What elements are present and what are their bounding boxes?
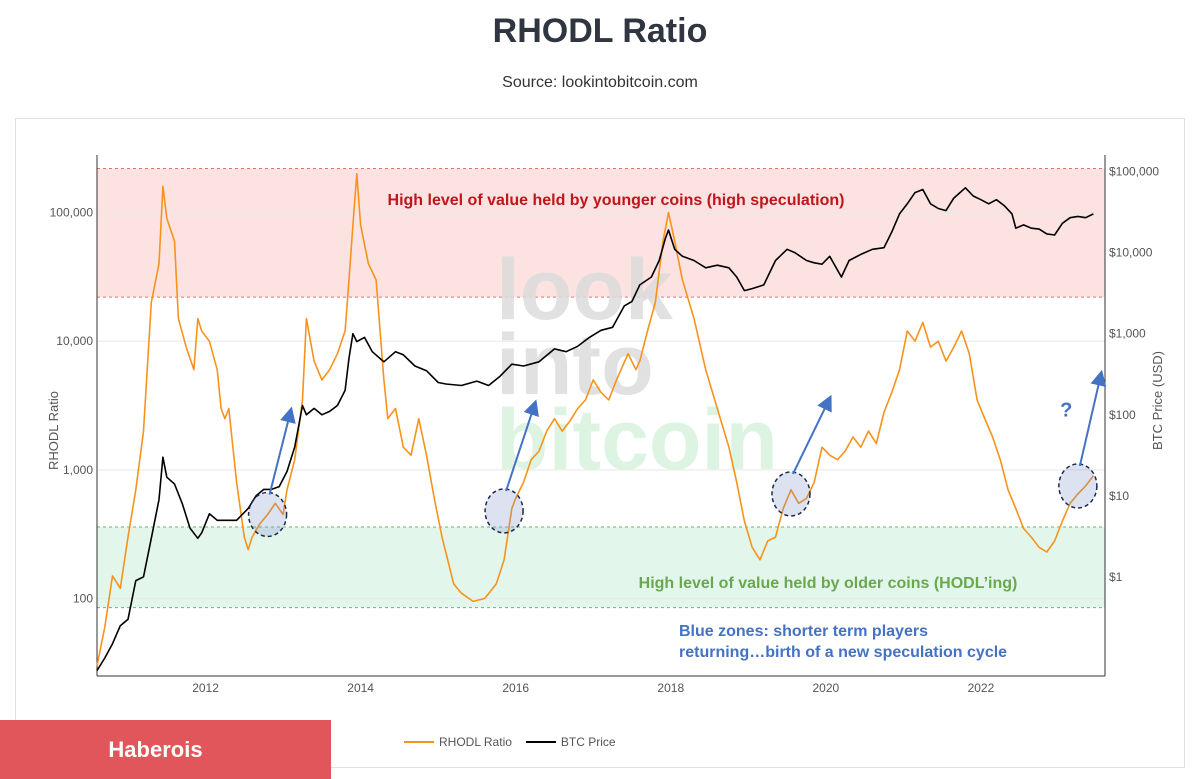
blue-zone-ellipse — [247, 491, 288, 538]
x-tick-label: 2014 — [347, 681, 374, 695]
question-mark-label: ? — [1060, 399, 1072, 421]
blue-zone-ellipse — [484, 488, 524, 534]
watermark-word: look — [496, 242, 673, 338]
x-tick-label: 2022 — [968, 681, 995, 695]
y-right-tick-label: $100,000 — [1109, 165, 1159, 179]
chart-legend: RHODL Ratio BTC Price — [404, 735, 616, 749]
zone-red — [97, 168, 1105, 298]
blue-zone-ellipse — [1058, 463, 1098, 509]
legend-item-rhodl[interactable]: RHODL Ratio — [404, 735, 512, 749]
blue-zone-label-line1: Blue zones: shorter term players — [679, 623, 928, 640]
chart-frame: look into bitcoin 2012 2014 2016 2018 2020 2022 1… — [15, 118, 1185, 768]
y-left-tick-label: 10,000 — [56, 334, 93, 348]
legend-swatch-btc — [525, 741, 556, 743]
brand-badge: Haberois — [0, 720, 331, 779]
legend-item-btc[interactable]: BTC Price — [525, 735, 616, 749]
blue-zone-ellipse — [771, 471, 811, 517]
series-line-btc — [96, 187, 1094, 672]
series-line-rhodl — [96, 172, 1095, 666]
x-tick-label: 2018 — [657, 681, 684, 695]
blue-zone-arrow — [505, 399, 539, 492]
legend-label-btc: BTC Price — [560, 735, 616, 749]
legend-label-rhodl: RHODL Ratio — [439, 735, 512, 749]
y-left-tick-label: 1,000 — [63, 463, 93, 477]
y-left-axis-title: RHODL Ratio — [46, 391, 61, 470]
y-right-tick-label: $10 — [1109, 489, 1129, 503]
blue-zone-arrow — [1078, 369, 1107, 467]
page-title: RHODL Ratio — [492, 12, 708, 50]
legend-swatch-rhodl — [404, 741, 434, 743]
blue-zone-label-line2: returning…birth of a new speculation cyc… — [679, 644, 1007, 661]
y-right-tick-label: $1,000 — [1109, 327, 1146, 341]
y-left-tick-label: 100 — [73, 592, 93, 606]
y-right-tick-label: $10,000 — [1109, 246, 1153, 260]
y-left-tick-label: 100,000 — [50, 206, 94, 220]
red-zone-label: High level of value held by younger coin… — [388, 192, 845, 209]
page-subtitle: Source: lookintobitcoin.com — [502, 74, 698, 91]
zone-green — [97, 526, 1105, 608]
blue-zone-arrow — [268, 406, 296, 495]
blue-zone-arrow — [792, 394, 832, 475]
x-tick-label: 2020 — [813, 681, 840, 695]
watermark-word: into — [496, 317, 654, 413]
x-tick-label: 2016 — [502, 681, 529, 695]
green-zone-label: High level of value held by older coins … — [639, 575, 1018, 592]
y-right-tick-label: $1 — [1109, 570, 1123, 584]
y-right-tick-label: $100 — [1109, 408, 1136, 422]
y-right-axis-title: BTC Price (USD) — [1150, 351, 1165, 450]
x-tick-label: 2012 — [192, 681, 219, 695]
